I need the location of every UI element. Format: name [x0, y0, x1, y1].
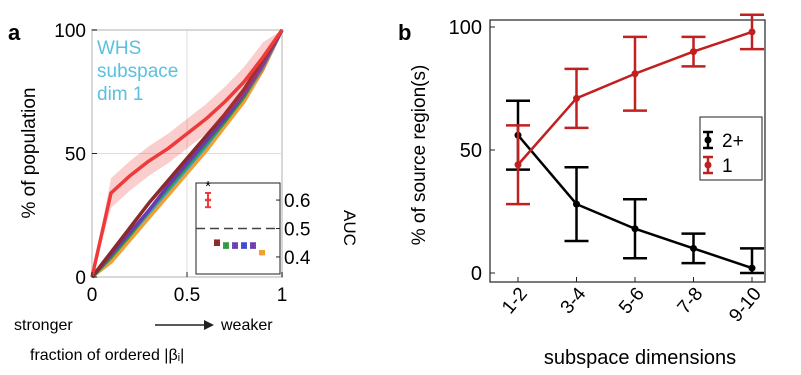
- panel-a-y-ticks: 0 50 100: [54, 21, 97, 289]
- panel-a-series-line-5: [90, 29, 284, 279]
- panel-b-legend: 2+1: [699, 116, 763, 181]
- panel-a-series: [90, 28, 284, 279]
- auc-inset: 0.4 0.5 0.6 * AUC: [195, 178, 359, 275]
- panel-a-series-line-4: [90, 29, 284, 279]
- panel-b: b 0 50 100 1-2 3-4 5-6 7-8 9-10 % of source re…: [398, 13, 766, 369]
- auc-inset-y-axis-label: AUC: [340, 210, 359, 246]
- panel-b-y-ticks: 0 50 100: [449, 17, 495, 285]
- legend-entry-label: 2+: [722, 131, 744, 152]
- panel-b-data-point: [690, 244, 697, 252]
- legend-swatch-marker: [704, 161, 712, 169]
- legend-swatch-marker: [704, 136, 712, 144]
- panel-a-x-tick-label: 1: [277, 285, 288, 306]
- panel-b-x-tick-label: 5-6: [615, 284, 649, 319]
- panel-b-data-point: [748, 264, 756, 272]
- auc-inset-points: *: [196, 178, 280, 256]
- auc-inset-y-tick-label: 0.5: [284, 220, 310, 241]
- significance-star: *: [205, 178, 211, 195]
- panel-b-label: b: [398, 20, 411, 45]
- panel-b-x-axis-label: subspace dimensions: [544, 347, 736, 369]
- panel-a-label: a: [8, 20, 21, 45]
- panel-b-y-tick-label: 100: [449, 17, 482, 39]
- auc-inset-y-tick-label: 0.6: [284, 191, 310, 212]
- panel-b-data-point: [573, 94, 580, 102]
- panel-a-annotation-line: WHS: [97, 38, 141, 59]
- panel-b-y-axis-label: % of source region(s): [409, 65, 430, 246]
- panel-a-annotation-line: subspace: [97, 61, 178, 82]
- panel-a-x-tick-label: 0.5: [174, 285, 200, 306]
- x-direction-right-label: weaker: [220, 317, 273, 334]
- panel-a-series-line-1: [90, 29, 284, 279]
- panel-a-x-ticks: 0 0.5 1: [87, 272, 288, 306]
- panel-a-series-line-6: [90, 28, 284, 278]
- panel-b-data-point: [631, 225, 639, 233]
- x-direction-left-label: stronger: [14, 317, 73, 334]
- panel-b-x-tick-label: 3-4: [557, 283, 591, 318]
- panel-b-series: [506, 13, 764, 275]
- panel-b-data-point: [690, 48, 697, 56]
- panel-b-y-tick-label: 50: [460, 140, 482, 162]
- panel-b-x-tick-label: 9-10: [725, 284, 766, 327]
- panel-b-y-tick-label: 0: [471, 263, 482, 285]
- panel-a-annotation-line: dim 1: [97, 84, 143, 105]
- panel-b-x-ticks: 1-2 3-4 5-6 7-8 9-10: [498, 277, 766, 326]
- panel-b-x-tick-label: 7-8: [674, 284, 708, 319]
- panel-b-axes-frame: [489, 19, 766, 283]
- panel-b-data-point: [573, 200, 580, 208]
- panel-b-data-point: [748, 28, 756, 36]
- panel-a-y-tick-label: 0: [75, 268, 86, 289]
- panel-a-y-tick-label: 50: [65, 145, 86, 166]
- panel-a-x-tick-label: 0: [87, 285, 98, 306]
- panel-a-y-tick-label: 100: [54, 21, 86, 42]
- panel-b-x-tick-label: 1-2: [498, 284, 532, 319]
- panel-a-y-axis-label: % of population: [19, 88, 40, 219]
- panel-a-grid: [91, 29, 283, 278]
- panel-b-data-point: [631, 70, 639, 78]
- auc-inset-y-tick-label: 0.4: [284, 248, 311, 269]
- x-direction-arrowhead: [204, 320, 214, 330]
- panel-a-x-axis-label: fraction of ordered |βᵢ|: [30, 347, 184, 364]
- auc-inset-y-ticks: 0.4 0.5 0.6: [276, 191, 311, 269]
- legend-entry-label: 1: [722, 156, 733, 177]
- panel-b-data-point: [514, 161, 522, 169]
